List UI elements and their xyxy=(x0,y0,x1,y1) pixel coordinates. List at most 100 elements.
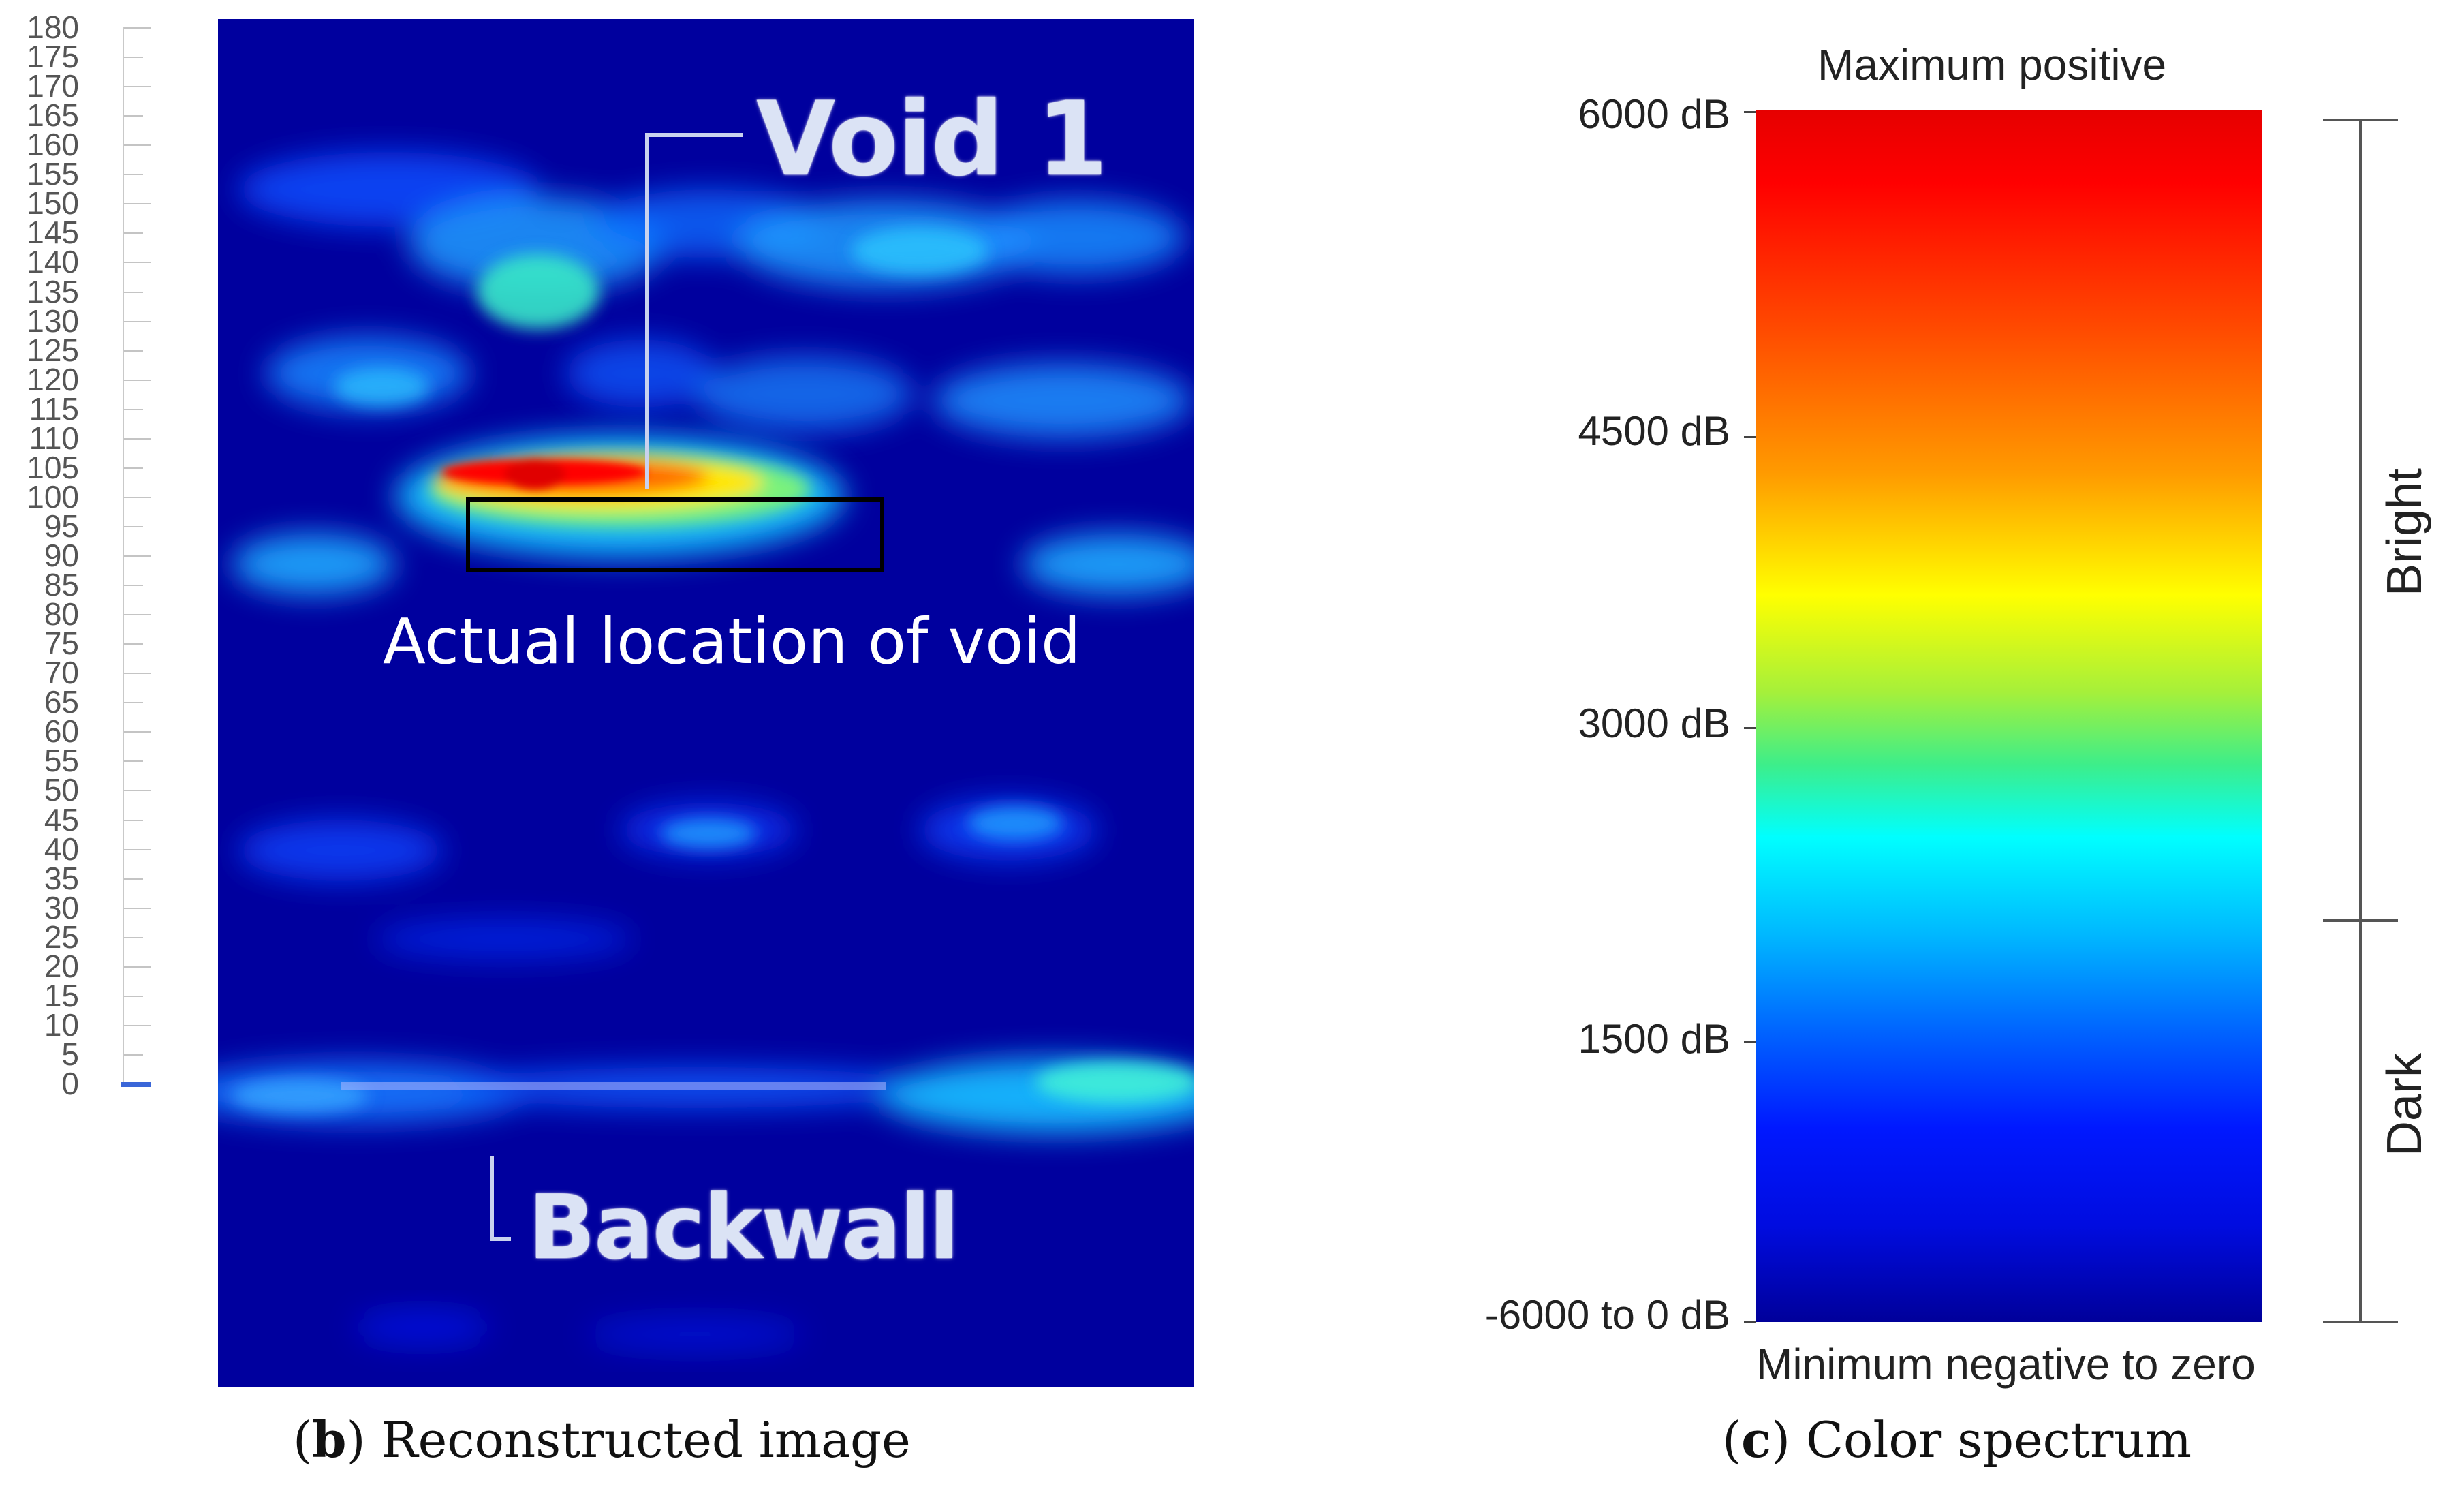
ruler-tick xyxy=(124,437,151,440)
ruler-tick xyxy=(124,614,151,616)
ruler-tick-label: 5 xyxy=(61,1036,79,1072)
ruler-tick-label: 0 xyxy=(61,1066,79,1101)
db-tick xyxy=(1744,727,1756,729)
ruler-tick xyxy=(124,878,143,880)
ruler-zero-marker xyxy=(121,1082,151,1087)
ruler-tick xyxy=(124,525,143,527)
depth-ruler: 180 175 170 165 160 155 150 145 140 135 130 125 120 1… xyxy=(0,0,163,1104)
ruler-tick-label: 55 xyxy=(44,743,79,779)
ruler-tick-label: 30 xyxy=(44,889,79,925)
ruler-tick-label: 170 xyxy=(27,68,79,104)
range-cap-top xyxy=(2323,119,2398,121)
db-label-min: -6000 to 0 dB xyxy=(1484,1292,1730,1338)
ruler-tick xyxy=(124,467,143,469)
ruler-tick xyxy=(124,731,151,733)
range-cap-middle xyxy=(2323,919,2398,922)
caption-text: ) Reconstructed image xyxy=(346,1411,911,1469)
reconstructed-image xyxy=(218,19,1194,1387)
ruler-tick xyxy=(124,848,151,850)
ruler-tick xyxy=(124,350,143,352)
caption-open-paren: ( xyxy=(1722,1411,1742,1469)
ruler-tick xyxy=(124,936,143,938)
ruler-tick-label: 180 xyxy=(27,10,79,45)
ruler-tick xyxy=(124,907,151,909)
caption-text: ) Color spectrum xyxy=(1771,1411,2192,1469)
ruler-tick-label: 110 xyxy=(29,420,79,456)
ruler-tick-label: 120 xyxy=(27,361,79,397)
ruler-tick xyxy=(124,1054,143,1056)
ruler-tick-label: 75 xyxy=(44,626,79,662)
ruler-tick-label: 125 xyxy=(27,332,79,368)
bright-label: Bright xyxy=(2377,467,2432,597)
ruler-tick xyxy=(124,86,151,88)
db-label-4500: 4500 dB xyxy=(1578,408,1730,454)
ruler-tick-label: 95 xyxy=(44,508,79,544)
color-spectrum-bar xyxy=(1756,110,2262,1322)
db-label-3000: 3000 dB xyxy=(1578,701,1730,746)
ruler-tick xyxy=(124,790,151,792)
ruler-tick-label: 130 xyxy=(27,303,79,339)
ruler-tick-label: 80 xyxy=(44,596,79,632)
ruler-tick xyxy=(124,819,143,821)
db-tick xyxy=(1744,436,1756,438)
caption-reconstructed-image: (b) Reconstructed image xyxy=(293,1411,911,1469)
ruler-tick-label: 165 xyxy=(27,97,79,134)
ruler-tick-label: 45 xyxy=(44,801,79,837)
brightness-range-line xyxy=(2359,119,2362,1322)
ruler-axis xyxy=(123,27,124,1087)
ruler-tick xyxy=(124,966,151,968)
ruler-tick-label: 15 xyxy=(44,977,79,1013)
ruler-tick-label: 90 xyxy=(44,538,79,573)
ruler-tick xyxy=(124,57,143,59)
void-leader-line xyxy=(645,133,743,489)
ruler-tick-label: 65 xyxy=(44,684,79,720)
backwall-leader-line xyxy=(490,1156,511,1241)
ruler-tick-label: 40 xyxy=(44,831,79,867)
db-tick xyxy=(1744,1041,1756,1043)
colorbar-bottom-label: Minimum negative to zero xyxy=(1756,1340,2256,1389)
ruler-tick xyxy=(124,174,143,176)
ruler-tick xyxy=(124,291,143,293)
ruler-tick xyxy=(124,203,151,205)
backwall-label: Backwall xyxy=(528,1175,959,1279)
dark-label: Dark xyxy=(2377,1053,2432,1157)
ruler-tick xyxy=(124,585,143,587)
ruler-tick-label: 145 xyxy=(27,215,79,251)
ruler-tick-label: 85 xyxy=(44,567,79,603)
ruler-tick-label: 70 xyxy=(44,655,79,691)
ruler-tick xyxy=(124,320,151,322)
colorbar-top-label: Maximum positive xyxy=(1818,40,2167,89)
ruler-tick xyxy=(124,673,151,675)
ruler-tick-label: 35 xyxy=(44,860,79,896)
ruler-tick-label: 50 xyxy=(44,772,79,808)
ruler-tick xyxy=(124,408,143,410)
ruler-tick-label: 115 xyxy=(29,390,79,427)
ruler-tick-label: 175 xyxy=(27,39,79,75)
ruler-tick xyxy=(124,115,143,117)
caption-open-paren: ( xyxy=(293,1411,313,1469)
caption-color-spectrum: (c) Color spectrum xyxy=(1722,1411,2192,1469)
ruler-tick xyxy=(124,262,151,264)
ruler-tick xyxy=(124,702,143,704)
db-label-1500: 1500 dB xyxy=(1578,1016,1730,1062)
ruler-tick-label: 20 xyxy=(44,948,79,984)
ruler-tick xyxy=(124,232,143,234)
ruler-tick xyxy=(124,27,151,29)
ruler-tick xyxy=(124,496,151,498)
ruler-tick xyxy=(124,555,151,557)
ruler-tick xyxy=(124,995,143,997)
ruler-tick-label: 105 xyxy=(27,449,79,485)
ruler-tick xyxy=(124,379,151,381)
ruler-tick-label: 60 xyxy=(44,713,79,750)
ruler-tick xyxy=(124,1024,151,1026)
range-cap-bottom xyxy=(2323,1321,2398,1323)
ruler-tick xyxy=(124,760,143,763)
void-location-box xyxy=(466,497,884,572)
actual-void-location-label: Actual location of void xyxy=(383,605,1081,678)
ruler-tick-label: 160 xyxy=(27,127,79,163)
ruler-tick-label: 155 xyxy=(27,156,79,192)
db-tick xyxy=(1744,111,1756,113)
ruler-tick xyxy=(124,643,143,645)
ruler-tick-label: 150 xyxy=(27,185,79,221)
ruler-tick-label: 100 xyxy=(27,478,79,514)
